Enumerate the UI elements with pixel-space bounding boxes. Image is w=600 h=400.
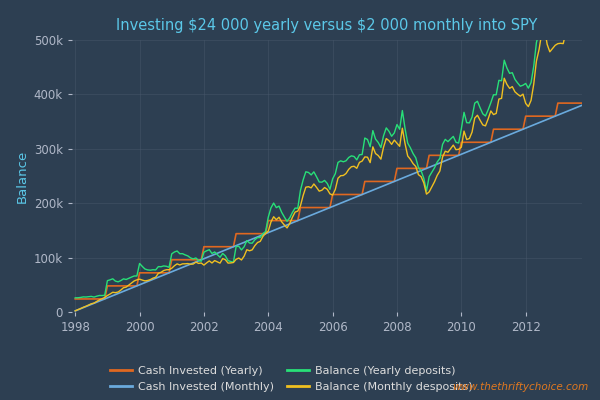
Balance (Monthly desposits) bbox=[71, 308, 79, 313]
Balance (Yearly deposits) bbox=[71, 296, 79, 300]
Cash Invested (Yearly) bbox=[133, 284, 140, 288]
Balance (Yearly deposits) bbox=[278, 210, 285, 215]
Cash Invested (Yearly) bbox=[364, 179, 371, 184]
Line: Balance (Yearly deposits): Balance (Yearly deposits) bbox=[75, 0, 587, 298]
Balance (Monthly desposits) bbox=[278, 220, 285, 224]
Cash Invested (Monthly) bbox=[364, 190, 371, 195]
Cash Invested (Monthly) bbox=[584, 101, 591, 106]
Text: www.thethriftychoice.com: www.thethriftychoice.com bbox=[452, 382, 588, 392]
Cash Invested (Monthly) bbox=[133, 284, 140, 288]
Balance (Monthly desposits) bbox=[394, 141, 401, 146]
Cash Invested (Yearly) bbox=[278, 218, 285, 223]
Cash Invested (Yearly) bbox=[394, 166, 401, 171]
Balance (Monthly desposits) bbox=[329, 193, 336, 198]
Title: Investing \$24 000 yearly versus \$2 000 monthly into SPY: Investing \$24 000 yearly versus \$2 000… bbox=[116, 18, 538, 33]
Balance (Yearly deposits) bbox=[283, 219, 290, 224]
Cash Invested (Yearly) bbox=[554, 101, 562, 106]
Balance (Monthly desposits) bbox=[283, 226, 290, 230]
Y-axis label: Balance: Balance bbox=[15, 149, 28, 203]
Legend: Cash Invested (Yearly), Cash Invested (Monthly), Balance (Yearly deposits), Bala: Cash Invested (Yearly), Cash Invested (M… bbox=[106, 362, 477, 396]
Cash Invested (Yearly) bbox=[71, 296, 79, 301]
Cash Invested (Yearly) bbox=[584, 101, 591, 106]
Balance (Monthly desposits) bbox=[133, 278, 140, 282]
Cash Invested (Monthly) bbox=[71, 308, 79, 313]
Line: Balance (Monthly desposits): Balance (Monthly desposits) bbox=[75, 0, 587, 311]
Cash Invested (Yearly) bbox=[283, 218, 290, 223]
Cash Invested (Monthly) bbox=[329, 204, 336, 209]
Line: Cash Invested (Monthly): Cash Invested (Monthly) bbox=[75, 103, 587, 311]
Balance (Yearly deposits) bbox=[329, 176, 336, 181]
Line: Cash Invested (Yearly): Cash Invested (Yearly) bbox=[75, 103, 587, 299]
Balance (Yearly deposits) bbox=[364, 137, 371, 142]
Balance (Yearly deposits) bbox=[133, 274, 140, 278]
Balance (Monthly desposits) bbox=[364, 155, 371, 160]
Cash Invested (Monthly) bbox=[278, 225, 285, 230]
Cash Invested (Monthly) bbox=[394, 178, 401, 183]
Cash Invested (Monthly) bbox=[283, 222, 290, 227]
Cash Invested (Yearly) bbox=[329, 192, 336, 197]
Balance (Yearly deposits) bbox=[394, 122, 401, 127]
